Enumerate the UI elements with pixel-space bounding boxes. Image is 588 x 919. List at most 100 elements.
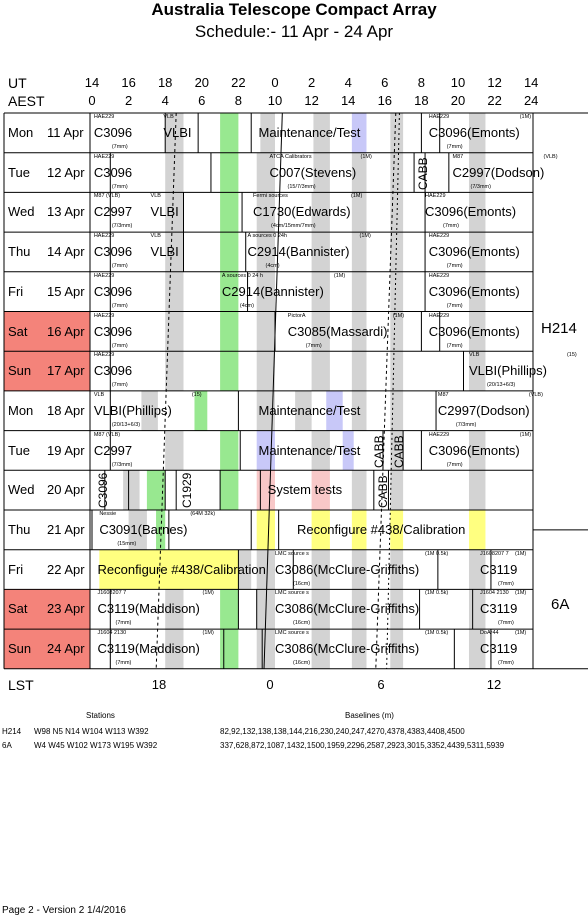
time-stripe bbox=[165, 113, 184, 153]
time-stripe bbox=[351, 192, 367, 233]
block-band: (7mm) bbox=[115, 660, 132, 667]
block-tag: (1M) bbox=[514, 590, 527, 597]
aest-tick-6: 12 bbox=[304, 93, 319, 108]
schedule-block: C2997 bbox=[93, 442, 133, 458]
time-stripe bbox=[390, 192, 404, 233]
block-tag: (1M) bbox=[514, 630, 527, 637]
block-note: HAE229 bbox=[93, 352, 115, 359]
time-stripe bbox=[220, 311, 239, 352]
block-tag: (1M 0.5k) bbox=[425, 590, 449, 597]
time-stripe bbox=[311, 549, 330, 590]
block-note: M87 bbox=[452, 153, 464, 160]
day-cell-bg bbox=[4, 470, 90, 510]
block-band: (7mm) bbox=[111, 382, 128, 389]
day-cell-bg bbox=[4, 351, 90, 391]
block-band: (15mm) bbox=[117, 541, 137, 547]
schedule-block: Reconfigure #438/Calibration bbox=[296, 522, 466, 537]
day-cell-bg bbox=[4, 629, 90, 669]
block-band: (7mm) bbox=[443, 223, 459, 230]
time-stripe bbox=[390, 232, 404, 272]
aest-tick-0: 0 bbox=[88, 93, 96, 108]
block-band: (7mm) bbox=[497, 660, 514, 667]
time-stripe bbox=[220, 629, 239, 669]
time-stripe bbox=[468, 629, 486, 669]
schedule-block: C2997 bbox=[93, 204, 133, 220]
time-stripe bbox=[351, 589, 367, 630]
block-note: HAE229 bbox=[93, 153, 115, 160]
day-date: 14 Apr bbox=[47, 244, 85, 260]
time-stripe bbox=[351, 549, 367, 590]
block-note: M87 (VLB) bbox=[93, 431, 121, 438]
block-note: HAE229 bbox=[93, 114, 115, 120]
time-stripe bbox=[468, 192, 486, 233]
time-stripe bbox=[220, 470, 239, 510]
time-stripe bbox=[295, 390, 312, 431]
time-stripe bbox=[194, 390, 208, 431]
ut-tick-10: 10 bbox=[450, 75, 466, 90]
aest-tick-7: 14 bbox=[340, 93, 356, 108]
baselines-heading: Baselines (m) bbox=[345, 711, 394, 720]
schedule-block: VLBI bbox=[150, 244, 179, 260]
time-stripe bbox=[165, 152, 184, 193]
time-stripe bbox=[351, 470, 367, 510]
day-name: Fri bbox=[8, 561, 24, 577]
day-date: 12 Apr bbox=[47, 164, 85, 180]
block-band: (4cm/15mm/7mm) bbox=[271, 223, 316, 230]
block-tag: (1M) bbox=[359, 233, 371, 240]
day-date: 16 Apr bbox=[47, 323, 85, 339]
block-tag: (1M) bbox=[333, 272, 346, 279]
lst-guide-18 bbox=[155, 112, 177, 669]
block-note: HAE229 bbox=[428, 272, 450, 279]
ut-tick-12: 14 bbox=[523, 75, 539, 90]
aest-tick-2: 4 bbox=[161, 93, 169, 108]
time-stripe bbox=[256, 549, 275, 590]
schedule-block: C3096 bbox=[93, 323, 133, 339]
block-note: VLB bbox=[468, 352, 480, 359]
day-cell-bg bbox=[4, 549, 90, 590]
time-stripe bbox=[311, 351, 330, 391]
day-name: Sat bbox=[8, 323, 28, 339]
block-note: HAE229 bbox=[428, 233, 450, 240]
schedule-block: C3091(Barnes) bbox=[99, 522, 188, 537]
config-label-h214: H214 bbox=[541, 320, 577, 337]
time-stripe bbox=[165, 629, 184, 669]
time-stripe bbox=[468, 351, 486, 391]
block-note: ATCA Calibrators bbox=[269, 153, 312, 160]
block-band: (7/3mm) bbox=[470, 183, 491, 190]
time-stripe bbox=[256, 351, 275, 391]
block-note: VLB bbox=[163, 114, 174, 120]
time-stripe bbox=[390, 430, 404, 471]
day-name: Wed bbox=[8, 482, 35, 498]
schedule-block: CABB bbox=[415, 157, 430, 191]
schedule-block: CABB bbox=[392, 435, 407, 469]
day-date: 15 Apr bbox=[47, 283, 85, 299]
time-stripe bbox=[311, 271, 330, 312]
day-cell-bg bbox=[4, 589, 90, 630]
schedule-block: VLBI(Phillips) bbox=[93, 402, 172, 418]
block-tag: (1M) bbox=[202, 630, 214, 637]
ut-tick-0: 14 bbox=[84, 75, 100, 90]
block-note: PictorA bbox=[287, 312, 306, 319]
time-stripe bbox=[390, 390, 404, 431]
schedule-block: C3086(McClure-Griffiths) bbox=[275, 641, 420, 657]
schedule-block: C3096 bbox=[93, 363, 133, 379]
block-band: (7mm) bbox=[111, 342, 128, 349]
time-stripe bbox=[390, 629, 404, 669]
schedule-block: C1929 bbox=[179, 472, 194, 508]
block-note: J1604 2130 bbox=[479, 590, 509, 597]
time-stripe bbox=[260, 113, 275, 153]
time-stripe bbox=[256, 510, 275, 550]
time-stripe bbox=[238, 549, 252, 590]
time-stripe bbox=[220, 192, 239, 233]
block-note: M87 (VLB) bbox=[93, 193, 121, 200]
time-stripe bbox=[165, 271, 184, 312]
aest-tick-11: 22 bbox=[487, 93, 502, 108]
lst-zero-curve bbox=[263, 112, 283, 669]
time-stripe bbox=[390, 589, 404, 630]
page-title: Australia Telescope Compact Array bbox=[151, 0, 437, 19]
block-tag: (1M) bbox=[351, 193, 363, 200]
time-stripe bbox=[146, 470, 166, 510]
schedule-block: C3096 bbox=[93, 244, 133, 260]
ut-tick-11: 12 bbox=[487, 75, 502, 90]
time-stripe bbox=[311, 629, 330, 669]
